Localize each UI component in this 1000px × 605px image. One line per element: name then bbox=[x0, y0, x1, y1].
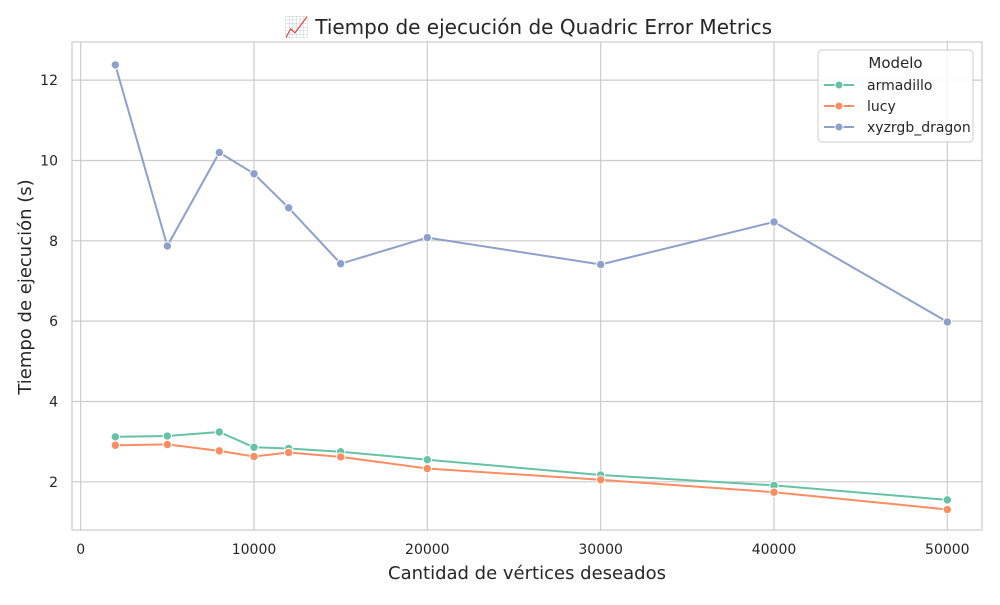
legend-item-lucy: lucy bbox=[824, 99, 896, 115]
data-point-lucy bbox=[214, 446, 225, 456]
data-point-armadillo bbox=[249, 442, 259, 452]
x-tick-label: 40000 bbox=[752, 542, 797, 558]
data-point-xyzrgb_dragon bbox=[422, 232, 433, 243]
data-point-xyzrgb_dragon bbox=[110, 60, 121, 70]
data-point-lucy bbox=[283, 447, 294, 458]
series-group bbox=[110, 60, 953, 515]
data-point-lucy bbox=[422, 463, 433, 474]
legend-label: armadillo bbox=[867, 78, 932, 94]
legend-swatch-marker bbox=[834, 80, 844, 90]
legend-swatch-marker bbox=[834, 122, 844, 132]
y-tick-label: 4 bbox=[49, 394, 58, 410]
data-point-armadillo bbox=[214, 427, 225, 437]
data-point-lucy bbox=[942, 504, 953, 515]
data-point-xyzrgb_dragon bbox=[595, 259, 606, 270]
y-axis-label: Tiempo de ejecución (s) bbox=[15, 179, 36, 395]
data-point-armadillo bbox=[422, 455, 433, 465]
data-point-xyzrgb_dragon bbox=[162, 241, 173, 251]
data-point-lucy bbox=[249, 451, 259, 462]
legend-label: xyzrgb_dragon bbox=[867, 120, 971, 136]
legend-item-xyzrgb_dragon: xyzrgb_dragon bbox=[824, 120, 971, 136]
data-point-lucy bbox=[162, 439, 173, 450]
legend-swatch-marker bbox=[834, 101, 844, 111]
x-tick-label: 10000 bbox=[232, 542, 277, 558]
data-point-lucy bbox=[110, 440, 121, 450]
x-axis-label: Cantidad de vértices deseados bbox=[388, 563, 666, 584]
data-point-xyzrgb_dragon bbox=[249, 169, 259, 179]
data-point-lucy bbox=[769, 487, 779, 497]
chart-title: 📈 Tiempo de ejecución de Quadric Error M… bbox=[284, 15, 772, 39]
series-armadillo bbox=[110, 427, 953, 505]
legend-box bbox=[817, 49, 974, 143]
series-xyzrgb_dragon bbox=[110, 60, 953, 327]
series-lucy bbox=[110, 439, 953, 515]
data-point-lucy bbox=[595, 475, 606, 485]
y-tick-label: 6 bbox=[49, 314, 58, 330]
legend-item-armadillo: armadillo bbox=[824, 78, 932, 94]
y-tick-label: 12 bbox=[40, 73, 58, 89]
series-line-xyzrgb_dragon bbox=[114, 64, 948, 323]
series-line-lucy bbox=[115, 443, 948, 511]
data-point-xyzrgb_dragon bbox=[283, 203, 294, 213]
y-tick-label: 10 bbox=[40, 153, 58, 169]
y-tick-label: 2 bbox=[49, 475, 58, 491]
series-line-armadillo bbox=[115, 431, 948, 501]
data-point-armadillo bbox=[942, 495, 953, 505]
x-tick-label: 30000 bbox=[578, 542, 623, 558]
axis-ticks: 0 10000 20000 30000 40000 50000 2 4 6 8 10 12 bbox=[40, 73, 969, 558]
data-point-armadillo bbox=[162, 431, 173, 441]
x-tick-label: 0 bbox=[76, 542, 85, 558]
data-point-xyzrgb_dragon bbox=[942, 317, 953, 327]
data-point-xyzrgb_dragon bbox=[214, 147, 225, 158]
legend-label: lucy bbox=[867, 99, 896, 115]
data-point-xyzrgb_dragon bbox=[335, 259, 346, 269]
legend: Modelo armadillo lucy xyzrgb_dragon bbox=[817, 49, 974, 143]
plot-area-frame bbox=[71, 41, 983, 531]
data-point-lucy bbox=[335, 452, 346, 462]
y-tick-label: 8 bbox=[49, 234, 58, 250]
x-tick-label: 50000 bbox=[925, 542, 970, 558]
legend-title: Modelo bbox=[868, 54, 922, 72]
data-point-armadillo bbox=[110, 432, 121, 442]
data-point-xyzrgb_dragon bbox=[769, 217, 779, 227]
x-tick-label: 20000 bbox=[405, 542, 450, 558]
